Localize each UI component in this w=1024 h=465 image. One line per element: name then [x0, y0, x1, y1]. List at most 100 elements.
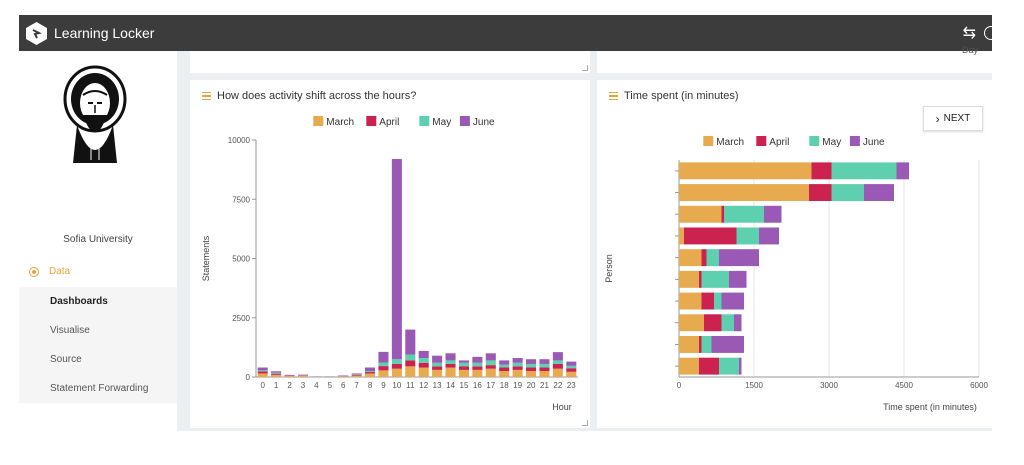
legend-swatch: [809, 136, 820, 146]
bar-segment: [679, 270, 699, 288]
bar-segment: [351, 374, 362, 376]
learning-locker-logo-icon[interactable]: [24, 21, 49, 46]
nav-item-source[interactable]: Source: [50, 354, 82, 365]
x-tick-label: 20: [527, 381, 536, 390]
legend-label: May: [822, 137, 841, 148]
bar-segment: [734, 314, 742, 332]
bar-segment: [701, 292, 714, 310]
resize-handle[interactable]: [582, 420, 588, 426]
legend-swatch: [459, 116, 470, 126]
bar-segment: [512, 358, 523, 363]
radio-dot-icon: [29, 266, 39, 277]
x-tick-label: 15: [460, 381, 469, 390]
x-tick-label: 18: [500, 381, 509, 390]
x-tick-label: 6: [341, 381, 346, 390]
bar-segment: [679, 162, 812, 180]
bar-segment: [257, 370, 268, 372]
bar-segment: [458, 366, 469, 370]
bar-segment: [257, 373, 268, 377]
bar-segment: [472, 356, 483, 363]
bar-segment: [764, 205, 782, 223]
nav-item-statement-forwarding[interactable]: Statement Forwarding: [50, 383, 149, 394]
bar-segment: [257, 371, 268, 374]
x-tick-label: 8: [368, 381, 373, 390]
brand-name[interactable]: Learning Locker: [54, 25, 155, 41]
bar-segment: [499, 371, 510, 377]
x-tick-label: 0: [677, 381, 682, 390]
next-button[interactable]: › NEXT: [923, 106, 983, 131]
nav-item-visualise[interactable]: Visualise: [50, 325, 90, 336]
bar-segment: [701, 270, 729, 288]
bar-segment: [704, 314, 722, 332]
bar-segment: [679, 335, 699, 353]
bar-segment: [679, 205, 722, 223]
bar-segment: [485, 360, 496, 366]
bar-segment: [526, 371, 537, 377]
bar-segment: [684, 227, 737, 245]
x-tick-label: 13: [433, 381, 442, 390]
bar-segment: [445, 353, 456, 361]
y-axis-title: Person: [604, 254, 614, 283]
legend-swatch: [313, 116, 324, 126]
bar-segment: [714, 292, 722, 310]
bar-segment: [445, 367, 456, 377]
bar-segment: [351, 373, 362, 375]
bar-segment: [736, 227, 759, 245]
bar-segment: [811, 162, 832, 180]
top-navigation-bar: Learning Locker ⇆: [19, 15, 998, 51]
bar-segment: [679, 357, 699, 375]
bar-segment: [351, 375, 362, 377]
menu-icon[interactable]: [609, 92, 618, 100]
bar-segment: [499, 360, 510, 365]
bar-segment: [485, 365, 496, 369]
nav-data-label: Data: [49, 266, 71, 277]
bar-segment: [706, 249, 719, 267]
y-tick-label: 0: [246, 373, 251, 382]
x-tick-label: 5: [328, 381, 333, 390]
bar-segment: [378, 366, 389, 371]
bar-segment: [711, 335, 744, 353]
swap-icon[interactable]: ⇆: [962, 25, 976, 42]
bar-segment: [405, 360, 416, 367]
x-tick-label: 6000: [970, 381, 988, 390]
widget-title: Time spent (in minutes): [609, 90, 739, 102]
bar-segment: [391, 359, 402, 364]
x-axis-title: Hour: [552, 402, 572, 412]
bar-segment: [445, 360, 456, 364]
y-tick-label: 7500: [232, 195, 250, 204]
bar-segment: [418, 367, 429, 377]
widget-title: How does activity shift across the hours…: [202, 90, 416, 102]
help-circle-icon[interactable]: [984, 26, 998, 40]
bar-segment: [729, 270, 747, 288]
bar-segment: [719, 249, 759, 267]
legend-label: March: [326, 117, 354, 128]
x-tick-label: 2: [287, 381, 292, 390]
bar-segment: [566, 365, 577, 369]
nav-item-dashboards[interactable]: Dashboards: [50, 296, 108, 307]
bar-segment: [699, 270, 702, 288]
legend-swatch: [419, 116, 430, 126]
x-tick-label: 16: [473, 381, 482, 390]
legend-label: June: [473, 117, 495, 128]
x-tick-label: 22: [553, 381, 562, 390]
nav-data[interactable]: Data: [29, 266, 70, 277]
bar-segment: [721, 205, 724, 223]
bar-segment: [432, 362, 443, 367]
y-tick-label: 10000: [228, 136, 251, 145]
bar-segment: [539, 367, 550, 372]
resize-handle[interactable]: [582, 65, 588, 71]
x-tick-label: 17: [486, 381, 495, 390]
x-tick-label: 19: [513, 381, 522, 390]
bar-segment: [539, 359, 550, 364]
legend-label: April: [379, 117, 399, 128]
menu-icon[interactable]: [202, 92, 211, 100]
widget-title-text: How does activity shift across the hours…: [217, 90, 417, 102]
bar-segment: [679, 184, 809, 202]
bar-segment: [721, 314, 734, 332]
x-tick-label: 11: [406, 381, 415, 390]
x-tick-label: 0: [260, 381, 265, 390]
bar-segment: [432, 366, 443, 370]
bar-segment: [566, 368, 577, 372]
nav-submenu: [19, 287, 177, 403]
y-tick-label: 5000: [232, 255, 250, 264]
